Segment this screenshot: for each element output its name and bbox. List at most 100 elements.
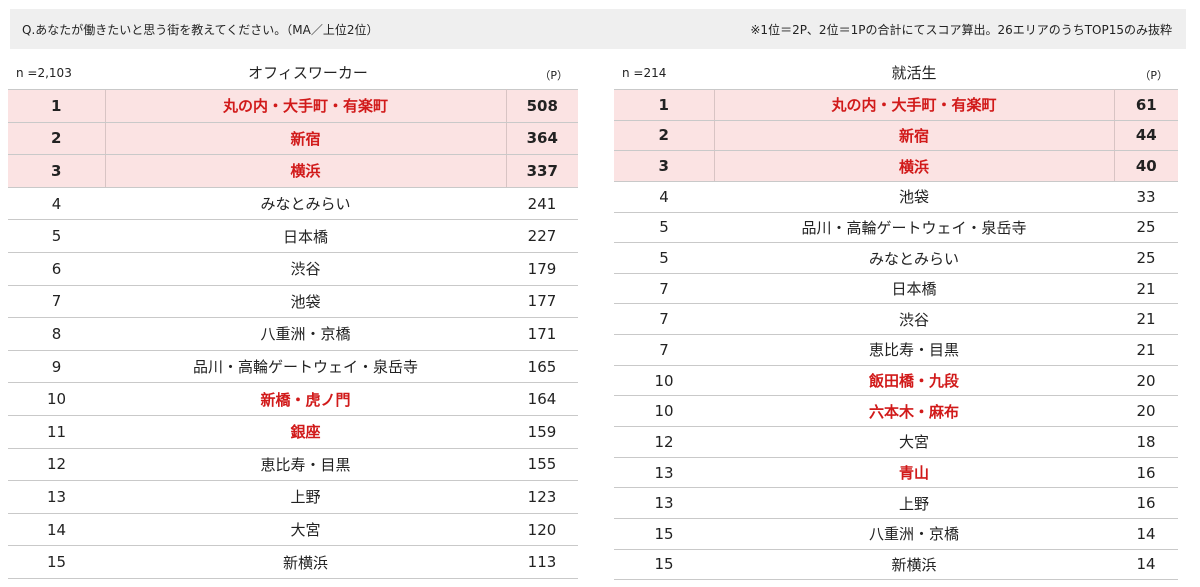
score-cell: 44: [1114, 120, 1178, 152]
score-cell: 364: [506, 122, 578, 156]
score-cell: 227: [506, 219, 578, 253]
table-row: 11 銀座 159: [8, 415, 578, 449]
table-row: 6 渋谷 179: [8, 252, 578, 286]
rank-cell: 9: [8, 350, 105, 384]
area-name-cell: 横浜: [104, 154, 507, 188]
score-cell: 25: [1114, 242, 1178, 274]
area-name-cell: 丸の内・大手町・有楽町: [713, 89, 1115, 121]
panel-title: オフィスワーカー: [248, 64, 368, 82]
area-name-cell: 池袋: [105, 285, 506, 319]
table-row: 7 渋谷 21: [614, 303, 1178, 336]
rank-cell: 11: [8, 415, 105, 449]
rank-cell: 13: [614, 487, 714, 519]
area-name-cell: 渋谷: [714, 303, 1114, 336]
rank-cell: 15: [8, 545, 105, 579]
rank-cell: 3: [8, 154, 105, 188]
job-seeker-panel: n =214 就活生 （P） 1 丸の内・大手町・有楽町 61 2 新宿 44 3 横浜 40 4…: [614, 57, 1178, 581]
panel-meta: n =214 就活生 （P）: [614, 57, 1178, 89]
table-row: 7 池袋 177: [8, 285, 578, 319]
score-cell: 155: [506, 448, 578, 482]
panel-title: 就活生: [891, 64, 937, 82]
area-name-cell: みなとみらい: [714, 242, 1114, 274]
rank-cell: 7: [614, 334, 714, 366]
rank-cell: 15: [614, 518, 714, 550]
rank-cell: 12: [8, 448, 105, 482]
sample-size: n =214: [622, 66, 667, 80]
unit-label: （P）: [539, 69, 568, 82]
area-name-cell: 品川・高輪ゲートウェイ・泉岳寺: [105, 350, 506, 384]
question-text: Q.あなたが働きたいと思う街を教えてください。（MA／上位2位）: [22, 22, 379, 37]
score-cell: 171: [506, 317, 578, 351]
score-cell: 165: [506, 350, 578, 384]
area-name-cell: 新横浜: [714, 549, 1114, 581]
rank-cell: 5: [8, 219, 105, 253]
area-name-cell: 銀座: [105, 415, 506, 449]
score-cell: 159: [506, 415, 578, 449]
table-row: 1 丸の内・大手町・有楽町 61: [614, 89, 1178, 121]
score-cell: 123: [506, 480, 578, 514]
score-cell: 120: [506, 513, 578, 547]
score-cell: 164: [506, 382, 578, 416]
table-row: 13 青山 16: [614, 457, 1178, 489]
table-row: 15 新横浜 14: [614, 549, 1178, 581]
table-row: 10 飯田橋・九段 20: [614, 365, 1178, 397]
rank-cell: 8: [8, 317, 105, 351]
area-name-cell: 大宮: [105, 513, 506, 547]
score-cell: 25: [1114, 212, 1178, 244]
sample-size: n =2,103: [16, 66, 72, 80]
rank-cell: 10: [614, 365, 714, 397]
score-cell: 177: [506, 285, 578, 319]
area-name-cell: 日本橋: [714, 273, 1114, 305]
rank-cell: 15: [614, 549, 714, 581]
area-name-cell: 恵比寿・目黒: [714, 334, 1114, 366]
area-name-cell: 品川・高輪ゲートウェイ・泉岳寺: [714, 212, 1114, 244]
table-row: 10 六本木・麻布 20: [614, 395, 1178, 428]
rank-cell: 5: [614, 242, 714, 274]
rank-cell: 12: [614, 426, 714, 458]
area-name-cell: 日本橋: [105, 219, 506, 253]
area-name-cell: 渋谷: [105, 252, 506, 286]
question-header: Q.あなたが働きたいと思う街を教えてください。（MA／上位2位） ※1位＝2P、…: [10, 9, 1186, 49]
table-row: 7 恵比寿・目黒 21: [614, 334, 1178, 366]
table-row: 15 八重洲・京橋 14: [614, 518, 1178, 550]
area-name-cell: 大宮: [714, 426, 1114, 458]
rank-cell: 7: [8, 285, 105, 319]
table-row: 3 横浜 40: [614, 150, 1178, 182]
score-cell: 20: [1114, 365, 1178, 397]
score-cell: 241: [506, 187, 578, 221]
office-worker-panel: n =2,103 オフィスワーカー （P） 1 丸の内・大手町・有楽町 508 2 新宿…: [8, 57, 578, 579]
score-cell: 14: [1114, 549, 1178, 581]
score-cell: 21: [1114, 303, 1178, 336]
rank-cell: 10: [614, 395, 714, 428]
ranking-table: 1 丸の内・大手町・有楽町 508 2 新宿 364 3 横浜 337 4 みなとみらい 241 5 日本…: [8, 89, 578, 579]
table-row: 5 日本橋 227: [8, 219, 578, 253]
rank-cell: 2: [614, 120, 714, 152]
score-cell: 20: [1114, 395, 1178, 428]
rank-cell: 4: [614, 181, 714, 213]
score-cell: 21: [1114, 334, 1178, 366]
table-row: 15 新横浜 113: [8, 545, 578, 579]
score-cell: 18: [1114, 426, 1178, 458]
table-row: 1 丸の内・大手町・有楽町 508: [8, 89, 578, 123]
score-cell: 40: [1114, 150, 1178, 182]
area-name-cell: 上野: [105, 480, 506, 514]
table-row: 5 品川・高輪ゲートウェイ・泉岳寺 25: [614, 212, 1178, 244]
table-row: 4 みなとみらい 241: [8, 187, 578, 221]
rank-cell: 7: [614, 303, 714, 336]
table-row: 13 上野 123: [8, 480, 578, 514]
table-row: 12 大宮 18: [614, 426, 1178, 458]
table-row: 12 恵比寿・目黒 155: [8, 448, 578, 482]
area-name-cell: 池袋: [714, 181, 1114, 213]
rank-cell: 6: [8, 252, 105, 286]
area-name-cell: 新橋・虎ノ門: [105, 382, 506, 416]
table-row: 3 横浜 337: [8, 154, 578, 188]
area-name-cell: 上野: [714, 487, 1114, 519]
score-cell: 61: [1114, 89, 1178, 121]
score-cell: 337: [506, 154, 578, 188]
rank-cell: 3: [614, 150, 714, 182]
ranking-table: 1 丸の内・大手町・有楽町 61 2 新宿 44 3 横浜 40 4 池袋 33 5 品川・高輪ゲートウェ…: [614, 89, 1178, 581]
rank-cell: 14: [8, 513, 105, 547]
score-cell: 16: [1114, 457, 1178, 489]
area-name-cell: みなとみらい: [105, 187, 506, 221]
rank-cell: 7: [614, 273, 714, 305]
